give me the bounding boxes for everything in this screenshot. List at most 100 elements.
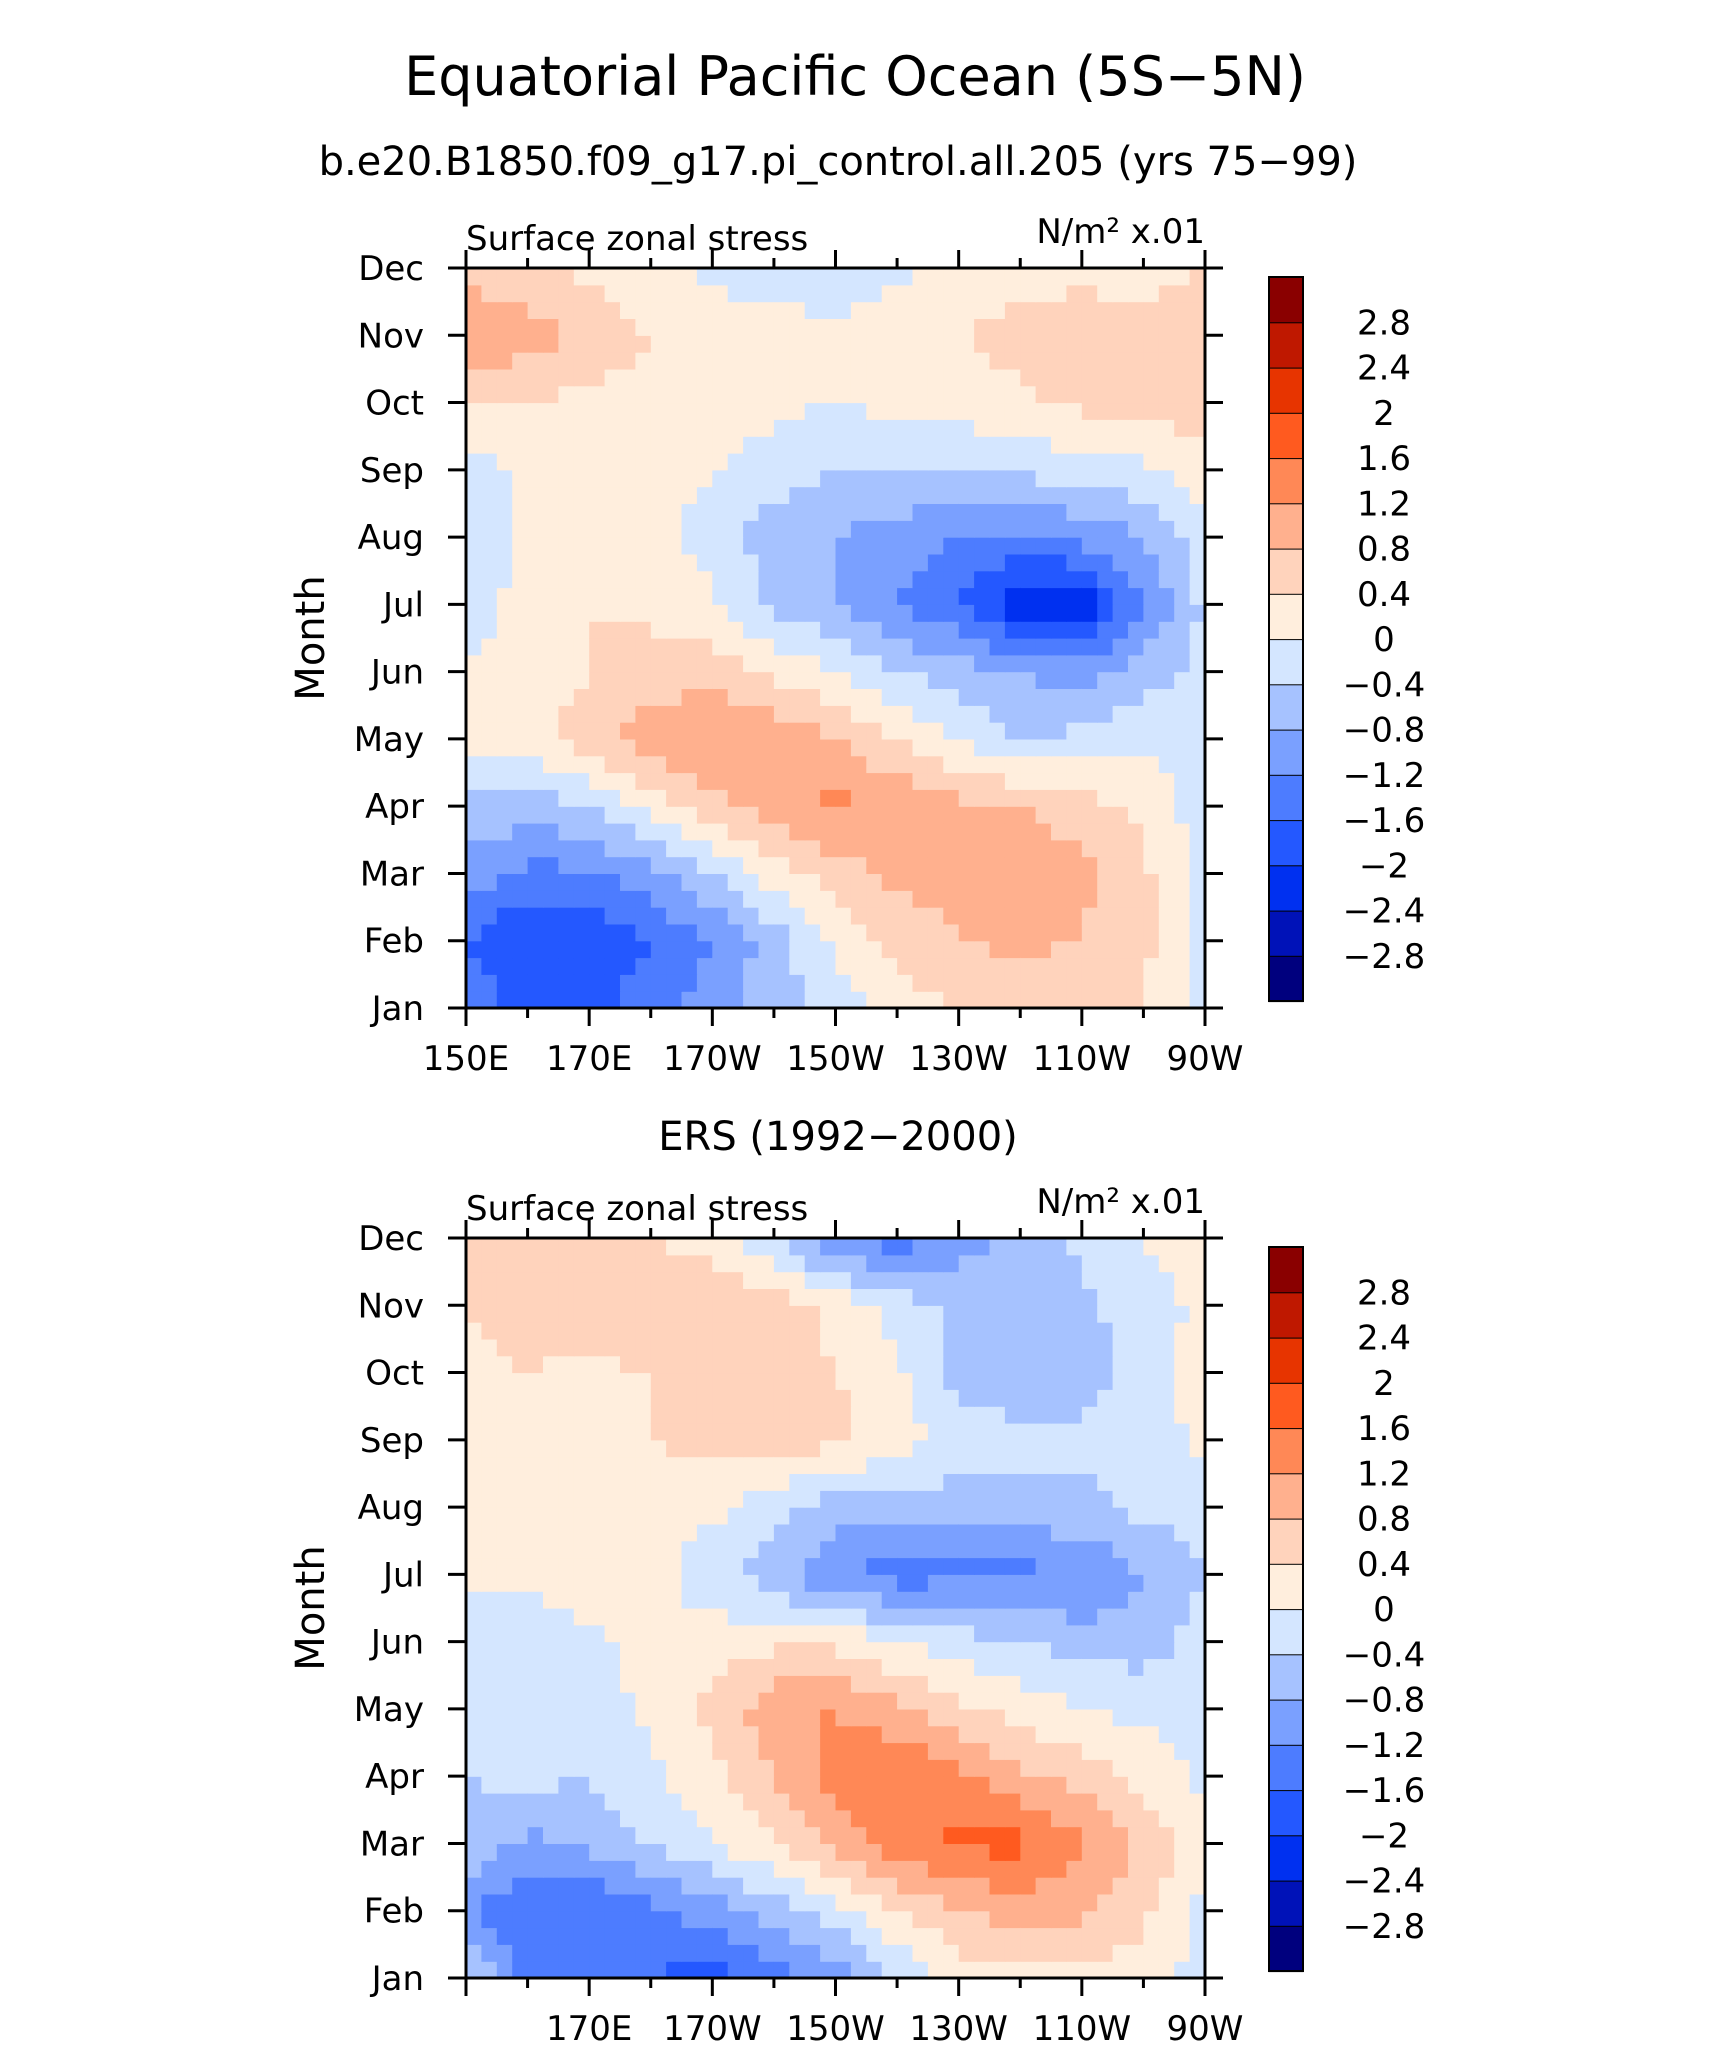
heatmap-cell xyxy=(1143,301,1160,319)
heatmap-cell xyxy=(773,301,790,319)
heatmap-cell xyxy=(897,1423,914,1441)
heatmap-cell xyxy=(881,991,898,1009)
heatmap-cell xyxy=(543,890,559,908)
heatmap-cell xyxy=(866,1675,883,1693)
heatmap-cell xyxy=(758,1877,775,1895)
heatmap-cell xyxy=(666,621,683,639)
heatmap-cell xyxy=(650,469,667,488)
heatmap-cell xyxy=(989,1675,1006,1693)
heatmap-cell xyxy=(943,1961,960,1979)
heatmap-cell xyxy=(927,1372,944,1390)
heatmap-cell xyxy=(1128,1624,1144,1643)
colorbar-swatch xyxy=(1268,1337,1304,1384)
heatmap-cell xyxy=(650,688,667,706)
heatmap-cell xyxy=(727,991,744,1009)
heatmap-cell xyxy=(989,1355,1006,1374)
heatmap-cell xyxy=(496,1322,513,1340)
heatmap-cell xyxy=(1020,402,1037,420)
heatmap-cell xyxy=(573,1322,590,1340)
heatmap-cell xyxy=(1004,1557,1021,1575)
heatmap-cell xyxy=(1158,839,1175,858)
heatmap-cell xyxy=(712,1322,729,1340)
heatmap-cell xyxy=(1174,1624,1191,1643)
heatmap-cell xyxy=(1097,1708,1114,1727)
heatmap-cell xyxy=(573,1271,590,1289)
heatmap-cell xyxy=(835,1877,852,1895)
heatmap-cell xyxy=(1035,1692,1052,1710)
heatmap-cell xyxy=(943,1843,960,1861)
heatmap-cell xyxy=(881,755,898,774)
heatmap-cell xyxy=(804,789,821,807)
heatmap-cell xyxy=(681,1692,698,1710)
heatmap-cell xyxy=(958,1860,975,1878)
heatmap-cell xyxy=(804,1389,821,1407)
heatmap-cell xyxy=(696,1523,713,1542)
heatmap-cell xyxy=(727,1893,744,1912)
heatmap-cell xyxy=(1081,1271,1098,1289)
heatmap-cell xyxy=(558,318,575,336)
heatmap-cell xyxy=(496,1893,513,1912)
heatmap-cell xyxy=(989,1338,1006,1357)
heatmap-cell xyxy=(958,1439,975,1458)
heatmap-cell xyxy=(558,1406,575,1424)
heatmap-cell xyxy=(512,268,529,286)
heatmap-cell xyxy=(573,738,590,757)
heatmap-cell xyxy=(1051,654,1067,673)
heatmap-cell xyxy=(881,503,898,521)
heatmap-cell xyxy=(789,268,806,286)
heatmap-cell xyxy=(1020,1423,1037,1441)
heatmap-cell xyxy=(666,402,683,420)
heatmap-cell xyxy=(989,1305,1006,1323)
heatmap-cell xyxy=(1020,1893,1037,1912)
heatmap-cell xyxy=(1128,1742,1144,1760)
heatmap-cell xyxy=(466,1523,482,1542)
heatmap-cell xyxy=(989,654,1006,673)
heatmap-cell xyxy=(696,1927,713,1945)
heatmap-cell xyxy=(1004,873,1021,891)
heatmap-cell xyxy=(958,352,975,370)
heatmap-cell xyxy=(1097,368,1114,387)
heatmap-cell xyxy=(543,1692,559,1710)
heatmap-cell xyxy=(1097,974,1114,992)
heatmap-cell xyxy=(958,1507,975,1525)
heatmap-cell xyxy=(1112,553,1129,572)
heatmap-cell xyxy=(1066,789,1083,807)
heatmap-cell xyxy=(758,923,775,942)
heatmap-cell xyxy=(696,385,713,404)
heatmap-cell xyxy=(696,604,713,622)
heatmap-cell xyxy=(635,957,652,975)
heatmap-cell xyxy=(1174,1776,1191,1794)
heatmap-cell xyxy=(1097,1557,1114,1575)
heatmap-cell xyxy=(558,587,575,605)
heatmap-cell xyxy=(712,1809,729,1828)
heatmap-cell xyxy=(466,1591,482,1609)
heatmap-cell xyxy=(481,1523,498,1542)
heatmap-cell xyxy=(1004,1591,1021,1609)
heatmap-cell xyxy=(881,520,898,538)
heatmap-cell xyxy=(527,823,544,841)
heatmap-cell xyxy=(712,1507,729,1525)
heatmap-cell xyxy=(1174,806,1191,824)
heatmap-cell xyxy=(496,1557,513,1575)
colorbar-swatch xyxy=(1268,1834,1304,1882)
heatmap-cell xyxy=(974,1389,991,1407)
heatmap-cell xyxy=(743,1523,760,1542)
heatmap-cell xyxy=(635,638,652,656)
heatmap-cell xyxy=(1143,722,1160,740)
heatmap-cell xyxy=(758,907,775,925)
heatmap-cell xyxy=(1081,1809,1098,1828)
heatmap-cell xyxy=(773,772,790,790)
heatmap-cell xyxy=(604,722,621,740)
heatmap-cell xyxy=(758,1456,775,1474)
heatmap-cell xyxy=(1066,1944,1083,1962)
heatmap-cell xyxy=(681,1793,698,1811)
heatmap-cell xyxy=(912,1355,929,1374)
heatmap-cell xyxy=(558,823,575,841)
heatmap-cell xyxy=(696,520,713,538)
heatmap-cell xyxy=(1128,537,1144,555)
heatmap-cell xyxy=(958,453,975,471)
heatmap-cell xyxy=(866,907,883,925)
heatmap-cell xyxy=(589,1507,606,1525)
heatmap-cell xyxy=(1143,402,1160,420)
heatmap-cell xyxy=(696,1591,713,1609)
